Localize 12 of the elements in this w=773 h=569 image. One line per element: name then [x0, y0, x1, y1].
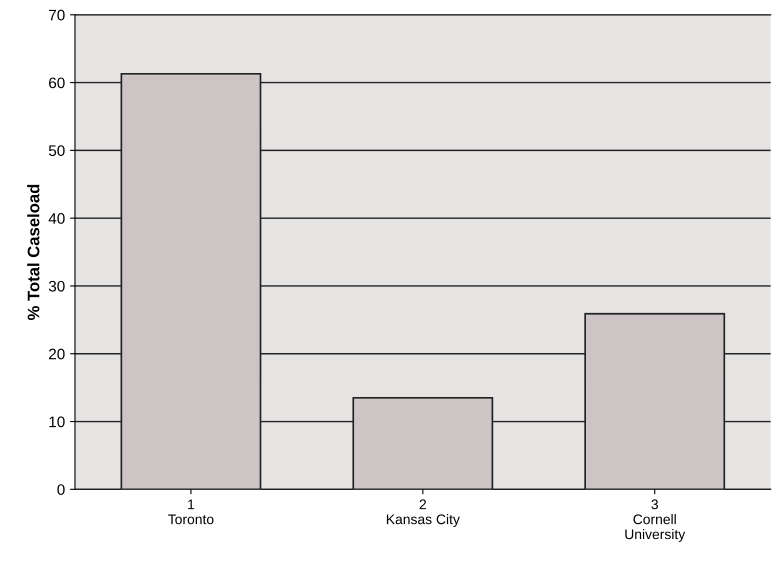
- y-tick-label: 20: [49, 348, 65, 360]
- y-axis-title: % Total Caseload: [27, 184, 40, 320]
- y-tick-label: 30: [48, 280, 65, 292]
- y-tick-label: 50: [48, 145, 65, 156]
- x-tick-label: 1 Toronto: [168, 500, 214, 524]
- x-tick-label: 2 Kansas City: [386, 499, 460, 527]
- y-tick-label: 40: [48, 213, 65, 224]
- y-tick-label: 70: [49, 10, 65, 20]
- y-tick-label: 0: [57, 484, 65, 496]
- y-tick-label: 10: [49, 416, 65, 428]
- y-tick-label: 60: [49, 77, 65, 88]
- x-tick-label: 3 Cornell University: [625, 499, 686, 542]
